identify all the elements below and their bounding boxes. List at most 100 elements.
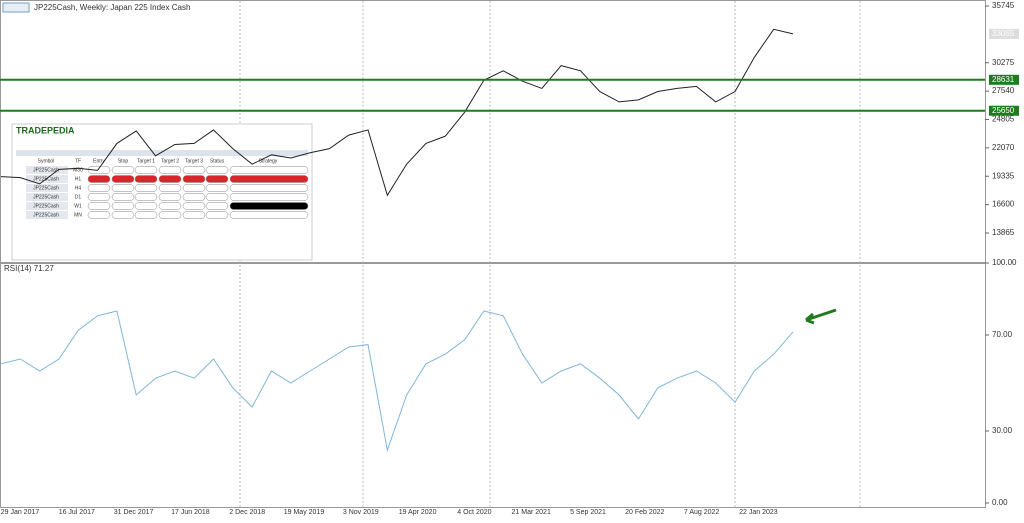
cell — [205, 166, 229, 174]
price-label: 33055 — [992, 29, 1015, 38]
row-bg — [26, 202, 68, 210]
row-bg — [26, 175, 68, 183]
symbol: JP225Cash — [33, 194, 59, 200]
x-tick-label: 17 Jun 2018 — [171, 509, 210, 516]
cell — [87, 211, 111, 219]
cell — [229, 193, 309, 201]
x-tick-label: 20 Feb 2022 — [625, 509, 664, 516]
level-tag — [989, 74, 1019, 85]
timeframe: D1 — [75, 194, 82, 200]
cell — [158, 175, 182, 183]
cell — [111, 166, 135, 174]
column-header: Target 2 — [161, 158, 179, 164]
level-tag — [989, 105, 1019, 116]
cell — [158, 193, 182, 201]
cell — [182, 202, 206, 210]
cell — [158, 211, 182, 219]
column-header: Target 1 — [137, 158, 155, 164]
y-tick-label: 13865 — [992, 228, 1015, 237]
y-tick-label: 22070 — [992, 143, 1015, 152]
cell — [134, 202, 158, 210]
y-tick-label: 30275 — [992, 58, 1015, 67]
x-tick-label: 29 Jan 2017 — [1, 509, 40, 516]
cell — [111, 175, 135, 183]
rsi_chart-line — [0, 310, 794, 453]
x-tick-label: 7 Aug 2022 — [684, 509, 720, 516]
cell — [111, 193, 135, 201]
arrow — [805, 308, 837, 325]
level-label: 25650 — [992, 106, 1015, 115]
symbol: JP225Cash — [33, 203, 59, 209]
timeframe: H4 — [75, 185, 82, 191]
cell — [229, 166, 309, 174]
cell — [182, 184, 206, 192]
cell — [182, 211, 206, 219]
y-tick-label: 100.00 — [992, 258, 1017, 267]
cell — [134, 175, 158, 183]
cell — [87, 202, 111, 210]
cell — [134, 193, 158, 201]
symbol: JP225Cash — [33, 167, 59, 173]
y-tick-label: 0.00 — [992, 498, 1008, 507]
column-header: Stop — [118, 158, 129, 164]
cell — [134, 166, 158, 174]
row-bg — [26, 193, 68, 201]
column-header: Strategy — [259, 158, 278, 164]
cell — [134, 184, 158, 192]
column-header: Symbol — [38, 158, 55, 164]
chart-icon — [2, 2, 30, 13]
cell — [87, 175, 111, 183]
cell — [111, 184, 135, 192]
cell — [205, 193, 229, 201]
price-tag — [989, 28, 1019, 39]
x-tick-label: 4 Oct 2020 — [457, 509, 491, 516]
cell — [229, 184, 309, 192]
x-tick-label: 16 Jul 2017 — [59, 509, 95, 516]
cell — [111, 202, 135, 210]
x-tick-label: 3 Nov 2019 — [343, 509, 379, 516]
cell — [182, 175, 206, 183]
cell — [158, 184, 182, 192]
y-tick-label: 27540 — [992, 86, 1015, 95]
cell — [205, 211, 229, 219]
x-tick-label: 22 Jan 2023 — [739, 509, 778, 516]
symbol: JP225Cash — [33, 185, 59, 191]
level-label: 28631 — [992, 75, 1015, 84]
chart-title: JP225Cash, Weekly: Japan 225 Index Cash — [34, 3, 190, 12]
tab-bar — [16, 150, 308, 156]
y-tick-label: 70.00 — [992, 330, 1013, 339]
cell — [229, 175, 309, 183]
y-tick-label: 24805 — [992, 115, 1015, 124]
symbol: JP225Cash — [33, 212, 59, 218]
cell — [134, 211, 158, 219]
cell — [111, 211, 135, 219]
timeframe: M30 — [73, 167, 83, 173]
cell — [229, 211, 309, 219]
x-tick-label: 31 Dec 2017 — [114, 509, 154, 516]
price_chart-line — [0, 28, 794, 197]
cell — [205, 184, 229, 192]
row-bg — [26, 166, 68, 174]
cell — [205, 202, 229, 210]
x-tick-label: 19 May 2019 — [284, 509, 325, 516]
x-tick-label: 5 Sep 2021 — [570, 509, 606, 516]
price-panel — [0, 0, 986, 263]
column-header: TF — [75, 158, 81, 164]
timeframe: MN — [74, 212, 82, 218]
cell — [229, 202, 309, 210]
column-header: Entry — [93, 158, 105, 164]
cell — [87, 193, 111, 201]
cell — [182, 193, 206, 201]
cell — [158, 202, 182, 210]
y-tick-label: 19335 — [992, 171, 1015, 180]
x-tick-label: 21 Mar 2021 — [512, 509, 551, 516]
timeframe: H1 — [75, 176, 82, 182]
timeframe: W1 — [74, 203, 82, 209]
row-bg — [26, 211, 68, 219]
column-header: Target 3 — [185, 158, 203, 164]
rsi-panel — [0, 263, 986, 508]
cell — [182, 166, 206, 174]
x-tick-label: 2 Dec 2018 — [229, 509, 265, 516]
